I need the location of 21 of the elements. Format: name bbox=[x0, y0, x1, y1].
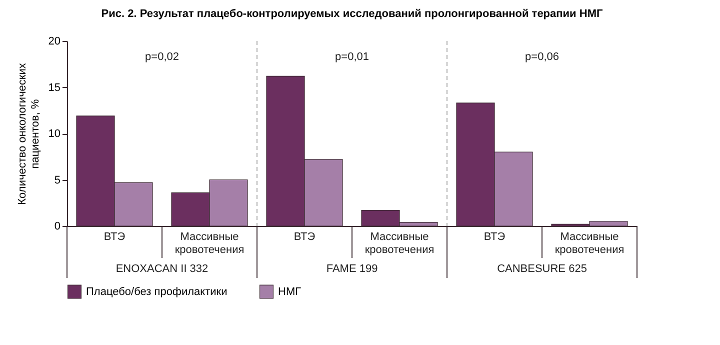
y-tick-label: 0 bbox=[54, 220, 60, 232]
y-tick-label: 5 bbox=[54, 174, 60, 186]
text: ENOXACAN II 332 bbox=[116, 263, 208, 275]
x-tick-label: Массивные кровотечения bbox=[554, 231, 624, 256]
y-tick-label: 10 bbox=[48, 128, 60, 140]
chart-title: Рис. 2. Результат плацебо-контролируемых исследований пролонгированной терапии НМГ bbox=[101, 8, 604, 20]
legend-label: Плацебо/без профилактики bbox=[86, 286, 228, 298]
x-tick-label: Массивные кровотечения bbox=[174, 231, 244, 256]
y-axis-title: Количество онкологических пациентов, % bbox=[16, 62, 42, 205]
annotation: p=0,06 bbox=[525, 51, 559, 63]
x-tick-label: ВТЭ bbox=[484, 231, 506, 243]
x-tick-label: Массивные кровотечения bbox=[364, 231, 434, 256]
y-tick-label: 20 bbox=[48, 36, 60, 48]
legend-label: НМГ bbox=[278, 286, 302, 298]
annotation: p=0,02 bbox=[145, 51, 179, 63]
x-tick-label: ВТЭ bbox=[294, 231, 316, 243]
y-tick-label: 15 bbox=[48, 82, 60, 94]
x-tick-label: ВТЭ bbox=[104, 231, 126, 243]
text: FAME 199 bbox=[326, 263, 378, 275]
annotation: p=0,01 bbox=[335, 51, 369, 63]
text: CANBESURE 625 bbox=[497, 263, 587, 275]
